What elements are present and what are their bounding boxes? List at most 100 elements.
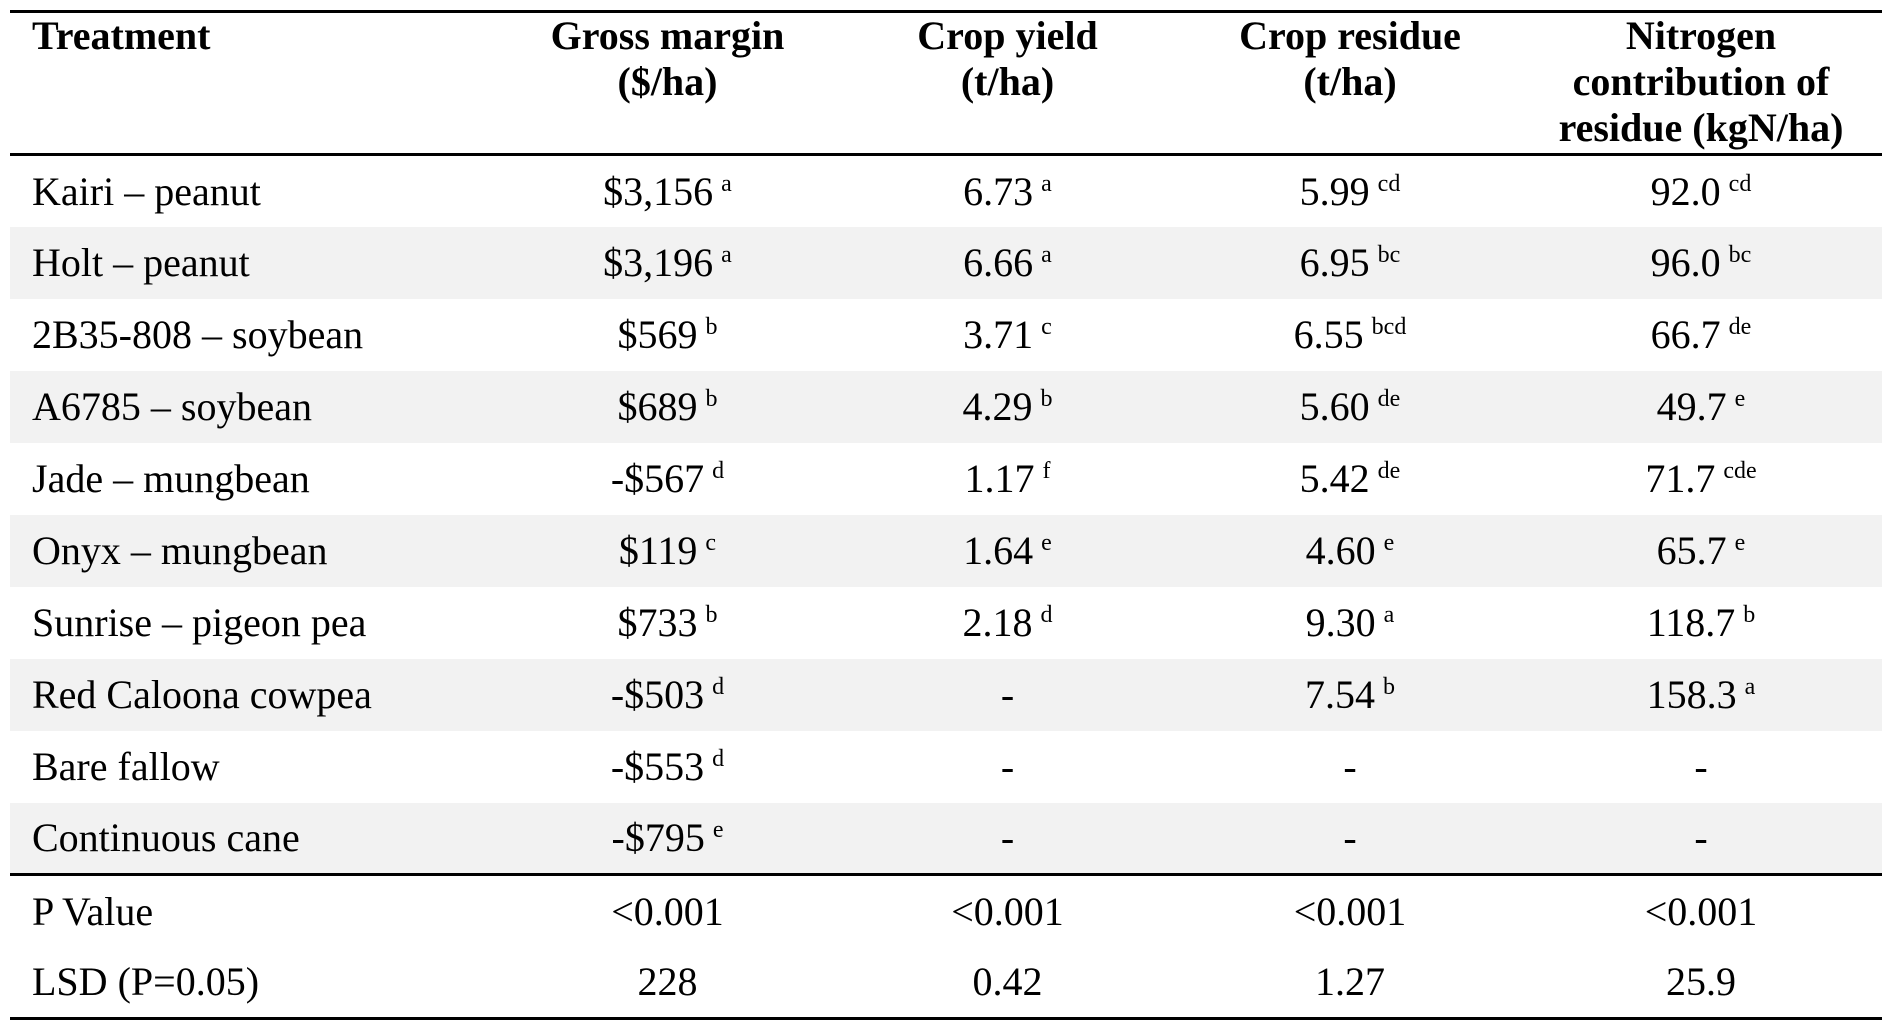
cell-crop-residue-value: -: [1343, 744, 1357, 789]
p-value-crop-yield: <0.001: [951, 888, 1064, 934]
cell-crop-residue: 5.60 de: [1180, 370, 1520, 443]
cell-crop-yield: 6.73 a: [835, 155, 1180, 227]
cell-nitrogen: 65.7 e: [1520, 514, 1882, 587]
lsd-row: LSD (P=0.05) 228 0.42 1.27 25.9: [10, 947, 1882, 1019]
cell-crop-yield: 1.64 e: [835, 514, 1180, 587]
cell-gross-margin-significance: b: [705, 602, 718, 628]
cell-crop-yield: -: [835, 731, 1180, 803]
cell-crop-yield-value: 1.64: [963, 528, 1034, 573]
cell-crop-residue-significance: b: [1383, 674, 1395, 700]
cell-gross-margin-value: -$567: [610, 456, 705, 501]
cell-gross-margin-value: $3,156: [603, 168, 714, 214]
cell-gross-margin-significance: d: [712, 458, 725, 484]
cell-nitrogen-significance: bc: [1728, 242, 1752, 268]
cell-gross-margin: $733 b: [500, 587, 835, 659]
cell-nitrogen-value: 96.0: [1650, 240, 1721, 285]
cell-crop-residue-value: 5.42: [1299, 456, 1370, 501]
cell-crop-residue: 4.60 e: [1180, 514, 1520, 587]
cell-gross-margin-significance: a: [721, 242, 732, 268]
cell-crop-residue: -: [1180, 731, 1520, 803]
cell-treatment: Jade – mungbean: [32, 456, 310, 501]
table-row: Sunrise – pigeon pea $733 b 2.18 d 9.30 a 118.7…: [10, 587, 1882, 659]
header-crop-residue: Crop residue (t/ha): [1180, 12, 1520, 155]
cell-gross-margin: $689 b: [500, 370, 835, 443]
cell-crop-yield: 2.18 d: [835, 587, 1180, 659]
cell-nitrogen-significance: cd: [1728, 170, 1752, 197]
cell-nitrogen-significance: e: [1734, 386, 1746, 412]
header-nitrogen-line3: residue (kgN/ha): [1558, 105, 1844, 150]
cell-gross-margin-value: -$795: [611, 815, 705, 861]
cell-crop-yield-significance: a: [1041, 242, 1052, 268]
cell-gross-margin: $3,156 a: [500, 155, 835, 227]
cell-nitrogen: 66.7 de: [1520, 299, 1882, 371]
cell-crop-yield-significance: d: [1040, 602, 1053, 628]
cell-gross-margin: -$553 d: [500, 731, 835, 803]
cell-nitrogen-value: 92.0: [1650, 168, 1721, 214]
cell-crop-yield-significance: c: [1041, 314, 1052, 340]
cell-treatment: Onyx – mungbean: [10, 514, 500, 587]
cell-gross-margin: $3,196 a: [500, 226, 835, 299]
cell-gross-margin-value: $3,196: [603, 240, 714, 285]
table-row: 2B35-808 – soybean $569 b 3.71 c 6.55 bcd 66.7 d…: [10, 299, 1882, 371]
table-row: Jade – mungbean -$567 d 1.17 f 5.42 de 71.7 cde: [10, 443, 1882, 515]
header-crop-yield-line2: (t/ha): [960, 59, 1055, 104]
cell-crop-residue-significance: a: [1383, 602, 1395, 628]
cell-treatment: Red Caloona cowpea: [10, 658, 500, 731]
cell-nitrogen-value: 118.7: [1646, 600, 1736, 645]
lsd-gross-margin: 228: [637, 959, 698, 1005]
cell-nitrogen-value: 65.7: [1656, 528, 1727, 573]
cell-crop-residue-significance: de: [1377, 386, 1401, 412]
cell-crop-yield-value: 2.18: [962, 600, 1033, 645]
cell-gross-margin-value: $689: [617, 384, 698, 429]
table-row: A6785 – soybean $689 b 4.29 b 5.60 de 49.7 e: [10, 370, 1882, 443]
lsd-label: LSD (P=0.05): [32, 959, 260, 1005]
cell-treatment: Continuous cane: [10, 802, 500, 875]
header-gross-margin-line1: Gross margin: [550, 13, 785, 58]
cell-nitrogen-value: 158.3: [1646, 672, 1737, 717]
table-row: Continuous cane -$795 e - - -: [10, 802, 1882, 875]
cell-crop-yield-significance: a: [1041, 170, 1052, 197]
cell-crop-yield: 3.71 c: [835, 299, 1180, 371]
cell-gross-margin-value: $119: [618, 528, 698, 573]
results-table-container: Treatment Gross margin ($/ha) Crop yield…: [10, 10, 1882, 1020]
cell-crop-yield-significance: f: [1042, 458, 1051, 484]
cell-treatment: Sunrise – pigeon pea: [32, 600, 367, 645]
cell-nitrogen-value: -: [1694, 815, 1708, 861]
cell-crop-residue-value: 6.55: [1293, 312, 1364, 357]
p-value-row: P Value <0.001 <0.001 <0.001 <0.001: [10, 874, 1882, 947]
table-row: Holt – peanut $3,196 a 6.66 a 6.95 bc 96.0 bc: [10, 226, 1882, 299]
cell-nitrogen: 49.7 e: [1520, 370, 1882, 443]
cell-crop-yield-value: 6.73: [963, 168, 1034, 214]
header-crop-yield-line1: Crop yield: [917, 13, 1098, 58]
p-value-label: P Value: [32, 888, 154, 934]
table-row: Bare fallow -$553 d - - -: [10, 731, 1882, 803]
table-row: Onyx – mungbean $119 c 1.64 e 4.60 e 65.7 e: [10, 514, 1882, 587]
cell-crop-yield-value: -: [1000, 672, 1015, 717]
header-row: Treatment Gross margin ($/ha) Crop yield…: [10, 11, 1882, 155]
cell-gross-margin-value: $733: [617, 600, 698, 645]
cell-nitrogen-significance: de: [1728, 314, 1752, 340]
cell-crop-yield: -: [835, 802, 1180, 875]
header-crop-yield: Crop yield (t/ha): [835, 12, 1180, 155]
cell-treatment: Bare fallow: [32, 744, 220, 789]
cell-nitrogen: -: [1520, 802, 1882, 875]
cell-crop-residue: 7.54 b: [1180, 658, 1520, 731]
table-body: Kairi – peanut $3,156 a 6.73 a 5.99 cd 92.0 cd Ho…: [10, 155, 1882, 875]
cell-crop-residue-value: 7.54: [1305, 672, 1375, 717]
header-nitrogen-line1: Nitrogen: [1625, 13, 1777, 58]
cell-crop-residue-value: 4.60: [1305, 528, 1376, 573]
lsd-crop-residue: 1.27: [1315, 959, 1385, 1005]
cell-gross-margin-significance: d: [712, 674, 725, 700]
cell-crop-yield: 6.66 a: [835, 226, 1180, 299]
p-value-gross-margin: <0.001: [611, 888, 724, 934]
cell-crop-yield-value: 3.71: [963, 312, 1034, 357]
cell-nitrogen: 118.7 b: [1520, 587, 1882, 659]
cell-crop-residue-value: 5.99: [1299, 168, 1370, 214]
table-row: Red Caloona cowpea -$503 d - 7.54 b 158.3 a: [10, 658, 1882, 731]
cell-gross-margin-value: $569: [617, 312, 698, 357]
cell-crop-residue-significance: cd: [1377, 170, 1401, 197]
p-value-crop-residue: <0.001: [1293, 888, 1407, 934]
cell-crop-yield-value: 1.17: [964, 456, 1035, 501]
cell-crop-residue-value: 6.95: [1299, 240, 1370, 285]
cell-gross-margin-significance: b: [705, 386, 718, 412]
